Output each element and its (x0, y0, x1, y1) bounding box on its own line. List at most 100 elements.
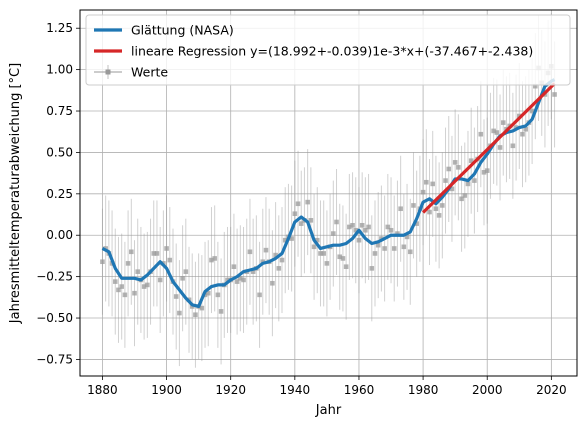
werte-series (100, 13, 557, 368)
data-point (388, 227, 394, 233)
y-tick-label: 0.50 (46, 145, 73, 159)
y-tick-label: 0.00 (46, 228, 73, 242)
axis-ticks: 1880 1900 1920 1940 1960 1980 2000 2020 −0.75 −0.… (36, 21, 566, 397)
data-point (273, 252, 278, 258)
data-point (263, 247, 269, 253)
data-point (334, 219, 339, 225)
data-point (212, 256, 217, 261)
x-tick-label: 1880 (87, 383, 118, 397)
y-tick-label: −0.25 (36, 270, 73, 284)
data-point (433, 206, 439, 212)
data-point (520, 131, 525, 137)
data-point (234, 279, 240, 284)
data-point (250, 269, 256, 274)
y-tick-label: 1.25 (46, 21, 73, 35)
data-point (276, 266, 282, 271)
y-tick-label: 1.00 (46, 63, 73, 77)
regression-line (421, 82, 556, 214)
data-point (257, 292, 262, 298)
data-point (164, 246, 169, 251)
data-point (356, 237, 362, 243)
data-point (510, 143, 516, 149)
data-point (270, 280, 275, 286)
data-point (311, 244, 317, 250)
data-point (529, 108, 535, 114)
data-point (452, 160, 458, 165)
legend-box (85, 14, 571, 86)
y-tick-label: −0.50 (36, 311, 73, 325)
data-point (295, 201, 301, 207)
data-point (430, 181, 436, 187)
y-axis-label: Jahresmitteltemperaturabweichung [°C] (8, 63, 23, 324)
data-point (289, 236, 294, 241)
data-point (343, 264, 349, 269)
data-point (151, 251, 157, 256)
data-point (404, 234, 410, 240)
data-point (282, 237, 288, 243)
legend-swatch-werte-marker (105, 69, 111, 75)
x-tick-label: 1920 (215, 383, 246, 397)
data-point (231, 264, 237, 269)
data-point (193, 312, 198, 318)
data-point (324, 261, 330, 266)
data-point (491, 128, 496, 134)
data-point (456, 165, 461, 170)
y-tick-label: 0.25 (46, 187, 73, 201)
data-point (462, 193, 468, 198)
data-point (398, 206, 403, 212)
data-point (154, 251, 160, 256)
data-point (298, 221, 304, 226)
data-point (465, 181, 471, 187)
data-point (500, 120, 506, 125)
data-point (205, 290, 211, 296)
data-point (484, 168, 490, 173)
data-point (292, 211, 298, 217)
data-point (340, 256, 346, 261)
x-tick-label: 1900 (151, 383, 182, 397)
data-point (494, 130, 500, 135)
legend-label: Werte (131, 65, 168, 80)
data-point (125, 261, 131, 266)
x-tick-label: 2000 (472, 383, 503, 397)
data-point (414, 221, 419, 226)
data-point (391, 246, 397, 251)
data-point (353, 227, 359, 233)
data-point (552, 92, 557, 97)
data-point (385, 224, 391, 230)
data-point (318, 251, 323, 256)
data-point (337, 254, 343, 260)
data-point (279, 257, 285, 263)
data-point (347, 224, 352, 230)
axes-frame (79, 9, 578, 377)
data-point (375, 242, 381, 248)
data-point (459, 196, 464, 202)
data-point (363, 227, 368, 233)
data-point (436, 213, 442, 218)
data-point (449, 186, 455, 192)
data-point (321, 251, 326, 256)
data-point (100, 259, 105, 265)
data-point (478, 131, 484, 137)
data-point (331, 231, 336, 236)
data-point (472, 178, 477, 183)
data-point (145, 282, 150, 288)
plot-area (100, 13, 557, 368)
data-point (372, 251, 378, 256)
data-point (359, 222, 365, 228)
x-tick-label: 1940 (280, 383, 311, 397)
data-point (308, 218, 314, 223)
data-point (129, 249, 134, 255)
data-point (411, 203, 416, 208)
data-point (119, 284, 124, 289)
data-point (446, 166, 452, 172)
data-point (382, 246, 387, 251)
data-point (523, 126, 528, 132)
data-point (157, 277, 163, 283)
data-point (468, 158, 474, 164)
data-point (189, 304, 195, 309)
data-point (443, 178, 448, 183)
data-point (132, 290, 137, 296)
data-point (369, 266, 375, 271)
data-point (395, 231, 400, 236)
